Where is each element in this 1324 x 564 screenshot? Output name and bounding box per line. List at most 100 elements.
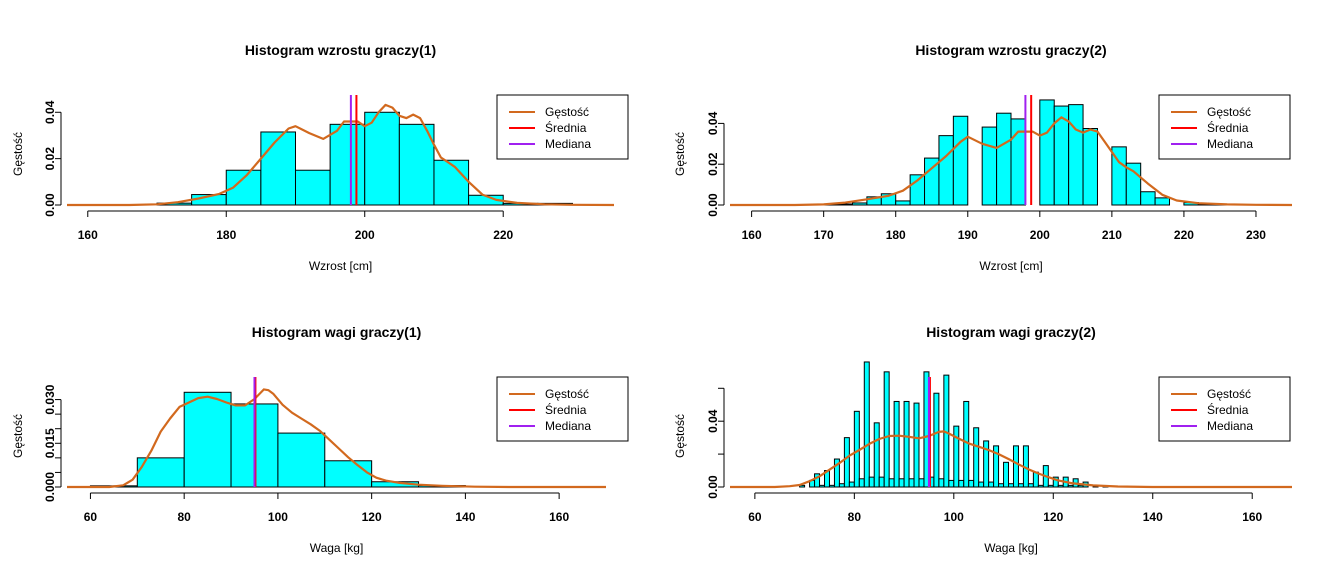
x-axis-label: Waga [kg] xyxy=(310,541,364,555)
y-axis: 0.00 0.02 0.04 xyxy=(706,111,725,217)
histogram-bar-6 xyxy=(324,460,373,488)
legend-label: Mediana xyxy=(1207,419,1253,433)
histogram-bar-29 xyxy=(938,478,945,488)
x-tick-label: 160 xyxy=(742,228,762,242)
x-tick-label: 160 xyxy=(549,510,569,524)
histogram-bar-47 xyxy=(1027,483,1034,488)
histogram-bar-44 xyxy=(1012,445,1019,488)
x-tick-label: 160 xyxy=(78,228,98,242)
histogram-bar-36 xyxy=(973,427,980,488)
x-tick-label: 100 xyxy=(944,510,964,524)
y-tick-label: 0.000 xyxy=(43,472,57,502)
histogram-bar-49 xyxy=(1037,484,1044,488)
y-tick-label: 0.04 xyxy=(43,100,57,124)
histogram-bar-7 xyxy=(329,123,366,206)
histogram-bar-4 xyxy=(814,473,821,488)
legend-label: Gęstość xyxy=(1207,387,1251,401)
density-curve xyxy=(730,116,1293,207)
x-tick-label: 80 xyxy=(848,510,862,524)
chart-panel-3: Histogram wagi graczy(1) 60 80 100 120 140 160… xyxy=(11,324,629,555)
histogram-bar-48 xyxy=(1032,471,1039,488)
histogram-bar-51 xyxy=(1047,484,1054,488)
histogram-bar-33 xyxy=(958,479,965,488)
histogram-bar-22 xyxy=(903,400,910,488)
y-axis: 0.000 0.015 0.030 xyxy=(43,384,62,502)
histogram-bars xyxy=(799,361,1109,488)
x-tick-label: 170 xyxy=(814,228,834,242)
histogram-bar-9 xyxy=(398,123,435,206)
histogram-bar-16 xyxy=(873,422,880,488)
histogram-bar-3 xyxy=(837,203,853,206)
histogram-bar-8 xyxy=(364,111,400,206)
histogram-bar-43 xyxy=(1008,483,1014,488)
density-curve xyxy=(67,388,606,489)
legend-label: Mediana xyxy=(545,137,591,151)
y-axis: 0.00 0.04 xyxy=(706,387,725,499)
histogram-bar-11 xyxy=(848,481,855,488)
histogram-bar-7 xyxy=(828,484,835,488)
x-tick-label: 160 xyxy=(1242,510,1262,524)
y-tick-label: 0.015 xyxy=(43,428,57,458)
histogram-bar-55 xyxy=(1067,484,1074,488)
chart-panel-1: Histogram wzrostu graczy(1) 160 180 200 220 0… xyxy=(11,42,629,273)
histogram-bar-32 xyxy=(953,425,960,488)
chart-panel-4: Histogram wagi graczy(2) 60 80 100 120 140 160… xyxy=(673,324,1292,555)
y-tick-label: 0.02 xyxy=(706,152,720,176)
histogram-bar-5 xyxy=(819,484,825,488)
histogram-bar-37 xyxy=(978,481,985,488)
histogram-bar-20 xyxy=(1082,128,1098,206)
y-axis: 0.00 0.02 0.04 xyxy=(43,100,62,217)
x-axis: 160 180 200 220 xyxy=(78,210,514,242)
histogram-bar-25 xyxy=(918,478,925,488)
histogram-bar-7 xyxy=(895,200,911,206)
histogram-bar-8 xyxy=(833,458,840,488)
histogram-bar-31 xyxy=(948,479,955,488)
x-tick-label: 200 xyxy=(1030,228,1050,242)
chart-title: Histogram wagi graczy(2) xyxy=(926,324,1096,340)
x-tick-label: 180 xyxy=(216,228,236,242)
legend-label: Gęstość xyxy=(545,105,589,119)
x-tick-label: 80 xyxy=(177,510,191,524)
chart-title: Histogram wzrostu graczy(2) xyxy=(915,42,1106,58)
x-tick-label: 120 xyxy=(362,510,382,524)
histogram-bar-10 xyxy=(843,437,850,488)
x-tick-label: 190 xyxy=(958,228,978,242)
legend-label: Średnia xyxy=(1207,402,1249,417)
legend-label: Średnia xyxy=(545,120,587,135)
histogram-bar-5 xyxy=(277,432,326,488)
histogram-bar-21 xyxy=(898,478,905,488)
histogram-bar-40 xyxy=(993,445,1000,488)
histogram-bar-13 xyxy=(858,478,865,488)
histogram-bar-1 xyxy=(799,484,806,488)
y-tick-label: 0.04 xyxy=(706,409,720,433)
x-axis: 60 80 100 120 140 160 xyxy=(84,492,569,524)
y-tick-label: 0.00 xyxy=(706,193,720,217)
x-axis-label: Waga [kg] xyxy=(984,541,1038,555)
x-tick-label: 220 xyxy=(493,228,513,242)
histogram-bar-19 xyxy=(888,478,895,488)
histogram-bar-6 xyxy=(880,193,897,206)
legend-label: Gęstość xyxy=(545,387,589,401)
x-tick-label: 60 xyxy=(748,510,762,524)
histogram-bar-23 xyxy=(908,478,915,488)
y-tick-label: 0.00 xyxy=(43,193,57,217)
histogram-bar-15 xyxy=(868,476,875,488)
histogram-bar-4 xyxy=(851,202,868,206)
histogram-bar-35 xyxy=(968,479,975,488)
histogram-bar-6 xyxy=(294,169,331,206)
y-axis-label: Gęstość xyxy=(11,414,25,458)
histogram-bar-19 xyxy=(1068,104,1084,206)
y-tick-label: 0.02 xyxy=(43,147,57,171)
x-axis: 60 80 100 120 140 160 xyxy=(748,492,1263,524)
histogram-bar-14 xyxy=(863,361,870,488)
chart-title: Histogram wzrostu graczy(1) xyxy=(245,42,436,58)
histogram-bar-38 xyxy=(983,440,990,488)
density-curve xyxy=(67,103,615,207)
x-tick-label: 140 xyxy=(455,510,475,524)
